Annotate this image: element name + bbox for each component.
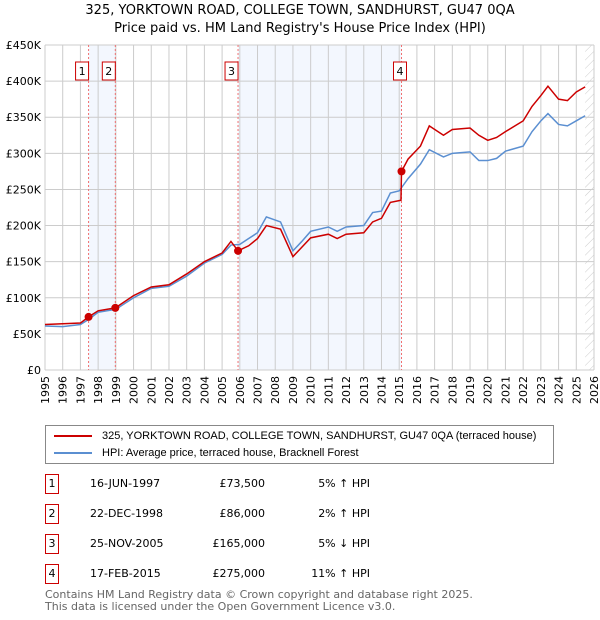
- legend-label-property: 325, YORKTOWN ROAD, COLLEGE TOWN, SANDHU…: [102, 430, 537, 442]
- sale-price: £165,000: [212, 537, 266, 550]
- table-row: 2 22-DEC-1998 £86,000 2% ↑ HPI: [45, 504, 445, 524]
- x-tick-label: 1996: [57, 376, 70, 404]
- sale-hpi-diff: 2% ↑ HPI: [318, 507, 370, 520]
- x-tick-label: 2016: [411, 376, 424, 404]
- sale-price: £73,500: [219, 477, 266, 490]
- footer-line2: This data is licensed under the Open Gov…: [45, 600, 396, 613]
- table-row: 4 17-FEB-2015 £275,000 11% ↑ HPI: [45, 564, 445, 584]
- y-tick-label: £400K: [6, 75, 42, 88]
- x-tick-label: 1998: [92, 376, 105, 404]
- table-row: 3 25-NOV-2005 £165,000 5% ↓ HPI: [45, 534, 445, 554]
- x-tick-label: 1995: [39, 376, 52, 404]
- sale-date: 16-JUN-1997: [90, 477, 161, 490]
- x-tick-label: 2015: [393, 376, 406, 404]
- x-tick-label: 2008: [269, 376, 282, 404]
- x-tick-label: 2006: [234, 376, 247, 404]
- y-tick-label: £200K: [6, 220, 42, 233]
- sale-number: 2: [45, 504, 59, 524]
- series-line: [44, 112, 586, 328]
- chart-title: 325, YORKTOWN ROAD, COLLEGE TOWN, SANDHU…: [85, 3, 515, 18]
- x-tick-label: 2001: [145, 376, 158, 404]
- x-tick-label: 1999: [110, 376, 123, 404]
- x-tick-label: 2005: [216, 376, 229, 404]
- chart: 1995 1996 1997 1998 1999 2000 2001 2002 2003 2004…: [6, 39, 600, 404]
- sale-point: [84, 312, 93, 321]
- chart-subtitle: Price paid vs. HM Land Registry's House …: [114, 21, 486, 36]
- sale-badge-label: 1: [79, 65, 86, 78]
- sale-number: 3: [45, 534, 59, 554]
- forecast-hatch: [585, 45, 594, 370]
- x-tick-label: 2002: [163, 376, 176, 404]
- x-tick-label: 2022: [517, 376, 530, 404]
- sale-point: [111, 303, 120, 312]
- x-tick-label: 2017: [429, 376, 442, 404]
- x-tick-label: 2026: [588, 376, 600, 404]
- x-tick-label: 2025: [570, 376, 583, 404]
- x-tick-label: 2014: [375, 376, 388, 404]
- x-tick-label: 2019: [464, 376, 477, 404]
- x-tick-label: 2010: [305, 376, 318, 404]
- sale-badge: [75, 61, 90, 81]
- series-line: [44, 84, 586, 326]
- sale-price: £275,000: [212, 567, 266, 580]
- y-tick-label: £100K: [6, 292, 42, 305]
- sale-badge: [224, 61, 239, 81]
- footer-line1: Contains HM Land Registry data © Crown c…: [45, 588, 473, 601]
- y-tick-label: £300K: [6, 147, 42, 160]
- shaded-range: [238, 45, 402, 370]
- x-tick-label: 2023: [535, 376, 548, 404]
- x-tick-label: 1997: [74, 376, 87, 404]
- footer: Contains HM Land Registry data © Crown c…: [45, 589, 473, 613]
- legend-swatch-red: [54, 435, 92, 437]
- sale-price: £86,000: [219, 507, 266, 520]
- x-tick-label: 2021: [499, 376, 512, 404]
- sale-badge: [392, 61, 407, 81]
- y-tick-label: £450K: [6, 39, 42, 52]
- sale-badge-label: 3: [228, 65, 235, 78]
- x-tick-label: 2013: [358, 376, 371, 404]
- sale-date: 22-DEC-1998: [90, 507, 164, 520]
- sale-hpi-diff: 5% ↓ HPI: [318, 537, 370, 550]
- legend-swatch-blue: [54, 452, 92, 454]
- sale-hpi-diff: 11% ↑ HPI: [311, 567, 370, 580]
- sale-number: 1: [45, 474, 59, 494]
- x-tick-label: 2004: [198, 376, 211, 404]
- legend: 325, YORKTOWN ROAD, COLLEGE TOWN, SANDHU…: [45, 425, 554, 464]
- sale-point: [234, 246, 243, 255]
- sale-number: 4: [45, 564, 59, 584]
- x-tick-label: 2024: [553, 376, 566, 404]
- legend-label-hpi: HPI: Average price, terraced house, Brac…: [102, 447, 359, 459]
- x-tick-label: 2011: [322, 376, 335, 404]
- x-tick-label: 2003: [181, 376, 194, 404]
- x-tick-label: 2000: [128, 376, 141, 404]
- y-tick-label: £0: [27, 364, 41, 377]
- y-tick-label: £50K: [13, 328, 42, 341]
- y-tick-label: £350K: [6, 111, 42, 124]
- sale-hpi-diff: 5% ↑ HPI: [318, 477, 370, 490]
- sale-badge-label: 4: [396, 65, 403, 78]
- x-tick-label: 2012: [340, 376, 353, 404]
- x-tick-label: 2009: [287, 376, 300, 404]
- table-row: 1 16-JUN-1997 £73,500 5% ↑ HPI: [45, 474, 445, 494]
- y-tick-label: £250K: [6, 183, 42, 196]
- sale-date: 25-NOV-2005: [90, 537, 164, 550]
- x-tick-label: 2018: [446, 376, 459, 404]
- y-tick-label: £150K: [6, 256, 42, 269]
- shaded-range: [88, 45, 116, 370]
- sale-date: 17-FEB-2015: [90, 567, 161, 580]
- x-tick-label: 2007: [252, 376, 265, 404]
- sale-point: [397, 167, 406, 176]
- x-tick-label: 2020: [482, 376, 495, 404]
- sale-badge: [101, 61, 116, 81]
- sale-badge-label: 2: [105, 65, 112, 78]
